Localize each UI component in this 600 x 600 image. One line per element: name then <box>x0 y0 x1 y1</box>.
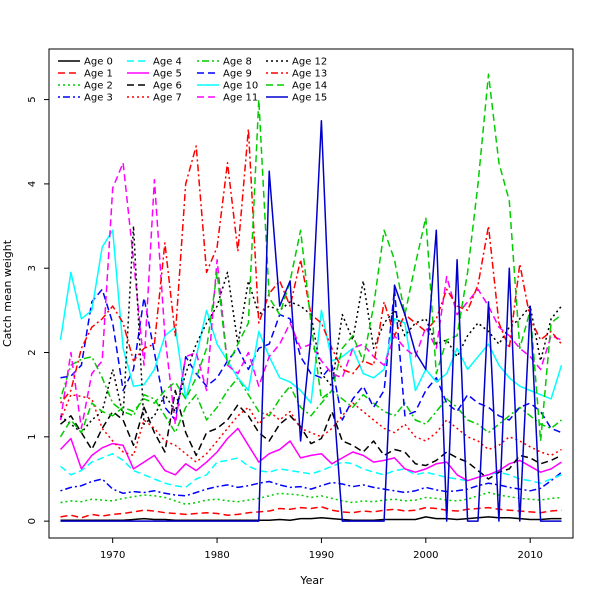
legend-label-age-1: Age 1 <box>84 69 113 80</box>
series-line-age-13 <box>59 128 563 404</box>
y-tick-label: 0 <box>27 518 38 524</box>
x-axis: 1970 1980 1990 2000 2010 <box>100 538 543 561</box>
y-tick-label: 4 <box>27 181 38 187</box>
legend-label-age-8: Age 8 <box>223 57 252 68</box>
legend-label-age-3: Age 3 <box>84 93 113 104</box>
legend-label-age-12: Age 12 <box>292 57 327 68</box>
series-line-age-14 <box>59 73 562 442</box>
y-axis-title: Catch mean weight <box>1 239 14 347</box>
x-tick-label: 2010 <box>517 550 542 561</box>
series-line-age-15 <box>60 119 562 522</box>
legend-label-age-13: Age 13 <box>292 69 327 80</box>
x-tick-label: 1980 <box>204 550 229 561</box>
series-line-age-6 <box>60 389 562 480</box>
plot-lines <box>59 73 563 522</box>
legend-label-age-11: Age 11 <box>223 93 258 104</box>
legend-label-age-5: Age 5 <box>153 69 182 80</box>
x-tick-label: 1970 <box>100 550 125 561</box>
series-line-age-8 <box>59 355 562 434</box>
y-axis: 0 1 2 3 4 5 <box>27 96 49 524</box>
x-tick-label: 1990 <box>309 550 334 561</box>
legend-label-age-10: Age 10 <box>223 81 258 92</box>
legend-label-age-14: Age 14 <box>292 81 327 92</box>
series-line-age-3 <box>60 471 562 497</box>
legend-label-age-15: Age 15 <box>292 93 327 104</box>
y-tick-label: 2 <box>27 349 38 355</box>
legend-label-age-4: Age 4 <box>153 57 182 68</box>
legend-label-age-6: Age 6 <box>153 81 182 92</box>
x-axis-title: Year <box>299 574 324 587</box>
series-line-age-9 <box>60 288 562 434</box>
series-line-age-11 <box>59 162 562 430</box>
x-tick-label: 2000 <box>413 550 438 561</box>
legend-label-age-7: Age 7 <box>153 93 182 104</box>
series-line-age-7 <box>59 393 562 463</box>
plot-frame <box>48 48 574 539</box>
y-tick-label: 1 <box>27 434 38 440</box>
legend-label-age-2: Age 2 <box>84 81 113 92</box>
y-tick-label: 3 <box>27 265 38 271</box>
legend-label-age-0: Age 0 <box>84 57 113 68</box>
series-line-age-10 <box>59 229 563 404</box>
series-line-age-12 <box>60 225 563 434</box>
legend-label-age-9: Age 9 <box>223 69 252 80</box>
series-line-age-5 <box>59 427 562 482</box>
y-tick-label: 5 <box>27 96 38 102</box>
